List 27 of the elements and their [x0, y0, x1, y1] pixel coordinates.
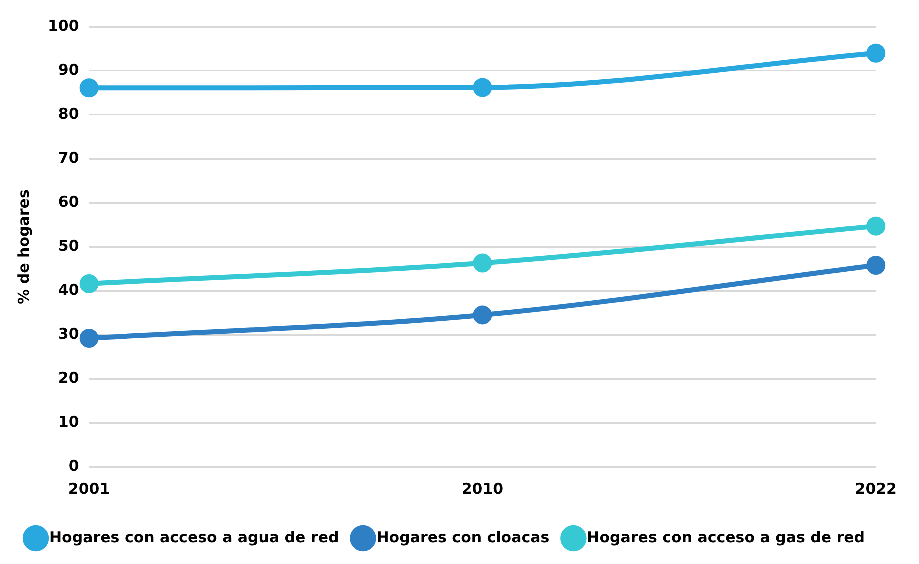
- point: [473, 306, 492, 325]
- x-tick-label: 2010: [462, 480, 504, 498]
- x-tick-label: 2001: [68, 480, 110, 498]
- x-tick-label: 2022: [855, 480, 897, 498]
- y-tick-label: 70: [58, 148, 80, 167]
- y-tick-label: 20: [58, 368, 80, 387]
- y-tick-label: 60: [58, 192, 80, 211]
- point: [80, 78, 99, 98]
- point: [80, 274, 99, 294]
- y-tick-label: 100: [48, 16, 80, 35]
- y-tick-label: 0: [68, 456, 80, 475]
- point: [80, 329, 99, 348]
- y-tick-label: 90: [58, 60, 80, 79]
- legend-label: Hogares con acceso a agua de red: [50, 528, 340, 546]
- legend-label: Hogares con acceso a gas de red: [587, 528, 866, 546]
- point: [473, 78, 492, 98]
- y-tick-label: 40: [58, 280, 80, 299]
- y-tick-label: 80: [58, 104, 80, 123]
- point: [473, 254, 492, 273]
- point: [866, 44, 886, 63]
- y-tick-label: 30: [58, 324, 80, 343]
- legend-label: Hogares con cloacas: [376, 528, 550, 546]
- point: [866, 216, 886, 236]
- y-axis-title: % de hogares: [14, 190, 33, 304]
- y-tick-label: 10: [58, 412, 80, 431]
- point: [866, 256, 886, 275]
- y-tick-label: 50: [58, 236, 80, 255]
